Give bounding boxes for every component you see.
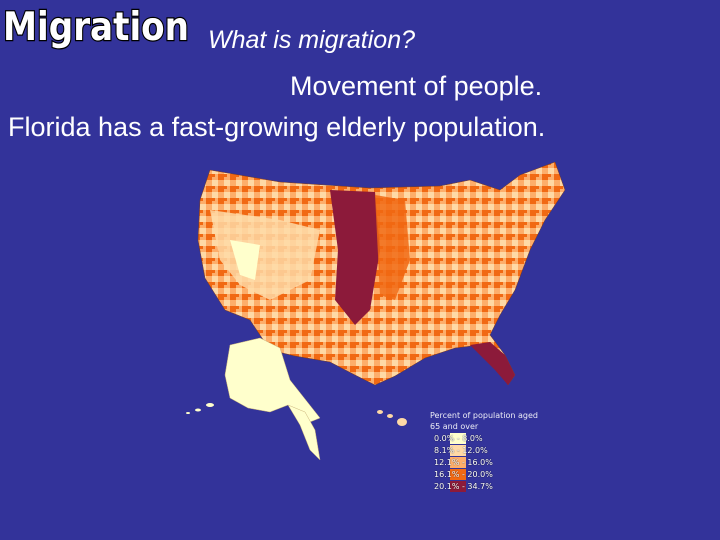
legend-label: 0.0% - 8.0% [434, 434, 483, 443]
alaska-panhandle [287, 404, 321, 461]
legend-item: 16.1% - 20.0% [430, 469, 550, 480]
legend-label: 20.1% - 34.7% [434, 482, 493, 491]
hawaii-islands [377, 410, 407, 426]
legend-item: 12.1% - 16.0% [430, 457, 550, 468]
legend-item: 20.1% - 34.7% [430, 481, 550, 492]
legend-item: 8.1% - 12.0% [430, 445, 550, 456]
legend-label: 16.1% - 20.0% [434, 470, 493, 479]
plains-orange-region [375, 195, 410, 300]
legend-swatch [450, 433, 466, 444]
slide-title: Migration [3, 5, 189, 50]
legend-swatch [450, 481, 466, 492]
map-legend: Percent of population aged 65 and over 0… [430, 410, 550, 492]
legend-rows: 0.0% - 8.0% 8.1% - 12.0% 12.1% - 16.0% 16.1… [430, 433, 550, 492]
florida-line: Florida has a fast-growing elderly popul… [8, 112, 546, 142]
florida-dark-region [470, 342, 515, 385]
us-elderly-population-map [186, 161, 566, 461]
legend-title: Percent of population aged 65 and over [430, 411, 538, 431]
legend-label: 12.1% - 16.0% [434, 458, 493, 467]
western-light-region [210, 210, 320, 300]
legend-swatch [450, 445, 466, 456]
legend-item: 0.0% - 8.0% [430, 433, 550, 444]
legend-swatch [450, 457, 466, 468]
legend-label: 8.1% - 12.0% [434, 446, 488, 455]
question-line: What is migration? [208, 26, 416, 54]
great-plains-dark-region [330, 190, 380, 325]
answer-line: Movement of people. [290, 71, 543, 101]
alaska-aleutian-islands [186, 403, 214, 414]
legend-swatch [450, 469, 466, 480]
nevada-light-region [230, 240, 260, 280]
migration-title-logo: Migration [2, 4, 191, 50]
